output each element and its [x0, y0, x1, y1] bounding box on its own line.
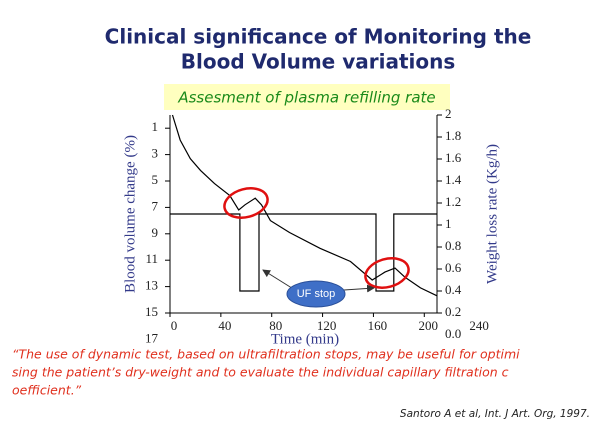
y-tick-label: 9 [152, 225, 159, 240]
y-tick-label: 15 [145, 304, 158, 319]
y2-tick-label: 0.4 [445, 282, 462, 297]
y2-tick-label: 0.8 [445, 238, 461, 253]
annotation-bubble [286, 280, 346, 308]
arrow [343, 284, 375, 293]
quote-line: sing the patient’s dry-weight and to eva… [12, 365, 509, 380]
y2-tick-label: 2 [445, 106, 452, 121]
subtitle-box [164, 84, 450, 110]
y-tick-label: 1 [152, 119, 159, 134]
y-tick-label: 17 [145, 330, 159, 345]
y2-axis-label: Weight loss rate (Kg/h) [484, 144, 500, 284]
x-tick-label: 160 [368, 318, 388, 333]
quote-line: “The use of dynamic test, based on ultra… [12, 347, 520, 362]
x-tick-label: 80 [269, 318, 282, 333]
highlight-ellipse [223, 187, 269, 219]
y-tick-label: 13 [145, 278, 158, 293]
x-tick-label: 40 [218, 318, 231, 333]
y2-tick-label: 0.0 [445, 326, 461, 341]
x-tick-label: 120 [317, 318, 337, 333]
y2-tick-label: 1 [445, 216, 452, 231]
highlight-ellipse [364, 257, 410, 289]
series-line [170, 213, 437, 292]
x-tick-label: 0 [171, 318, 178, 333]
arrow [262, 269, 296, 291]
x-tick-label: 200 [419, 318, 439, 333]
y-tick-label: 3 [152, 146, 159, 161]
y2-tick-label: 0.6 [445, 260, 462, 275]
title-line: Clinical significance of Monitoring the [105, 25, 532, 49]
y-axis-label: Blood volume change (%) [122, 135, 138, 293]
y2-tick-label: 1.8 [445, 128, 461, 143]
y-tick-label: 7 [152, 198, 159, 213]
y2-tick-label: 0.2 [445, 304, 461, 319]
y2-tick-label: 1.2 [445, 194, 461, 209]
quote-line: oefficient.” [12, 383, 82, 398]
y-tick-label: 5 [152, 172, 159, 187]
x-axis-label: Time (min) [271, 331, 339, 347]
annotation: UF stop [297, 288, 336, 300]
title-line: Blood Volume variations [181, 50, 456, 74]
y-tick-label: 11 [145, 251, 158, 266]
citation: Santoro A et al, Int. J Art. Org, 1997. [400, 408, 590, 420]
subtitle: Assesment of plasma refilling rate [177, 89, 435, 107]
y2-tick-label: 1.6 [445, 150, 462, 165]
y2-tick-label: 1.4 [445, 172, 462, 187]
x-tick-label: 240 [469, 318, 489, 333]
